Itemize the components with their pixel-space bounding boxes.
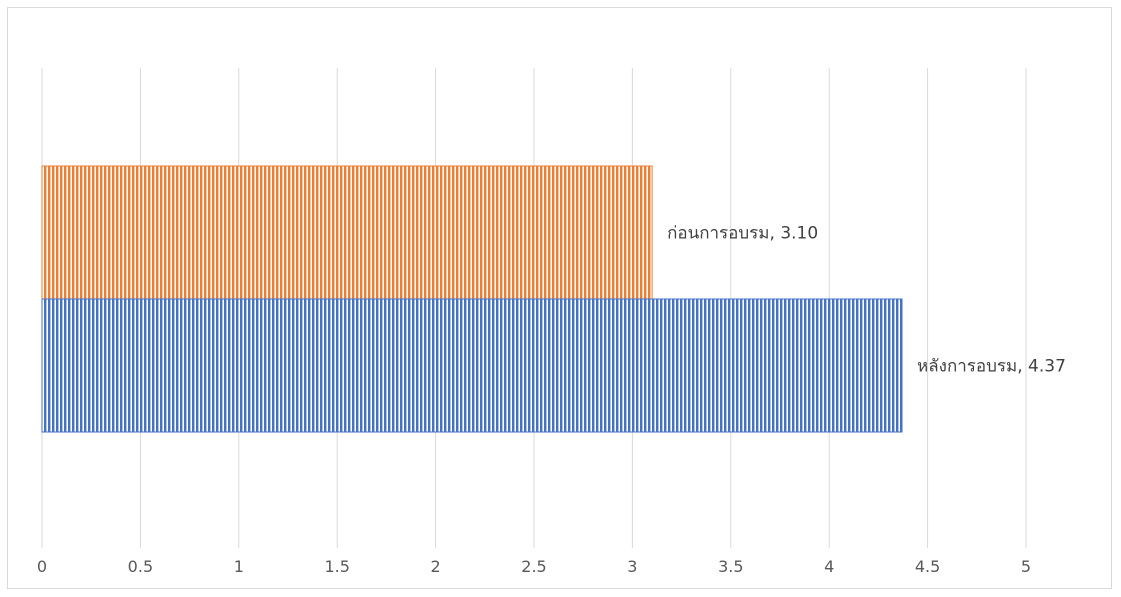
bar-data-label: หลังการอบรม, 4.37 — [917, 357, 1066, 377]
x-tick-label: 0 — [37, 557, 47, 576]
x-tick-label: 1.5 — [324, 557, 349, 576]
x-tick-label: 2 — [431, 557, 441, 576]
bars — [41, 165, 903, 433]
x-tick-label: 3 — [627, 557, 637, 576]
x-axis-ticks: 0 0.5 1 1.5 2 2.5 3 3.5 4 4.5 5 — [37, 557, 1031, 576]
x-tick-label: 5 — [1021, 557, 1031, 576]
x-tick-label: 1 — [234, 557, 244, 576]
x-tick-label: 3.5 — [718, 557, 743, 576]
bar — [41, 165, 653, 300]
bar — [41, 298, 903, 433]
x-tick-label: 2.5 — [521, 557, 546, 576]
x-tick-label: 4.5 — [915, 557, 940, 576]
data-labels: ก่อนการอบรม, 3.10 หลังการอบรม, 4.37 — [667, 224, 1066, 377]
x-tick-label: 0.5 — [128, 557, 153, 576]
x-tick-label: 4 — [824, 557, 834, 576]
bar-data-label: ก่อนการอบรม, 3.10 — [667, 224, 818, 244]
